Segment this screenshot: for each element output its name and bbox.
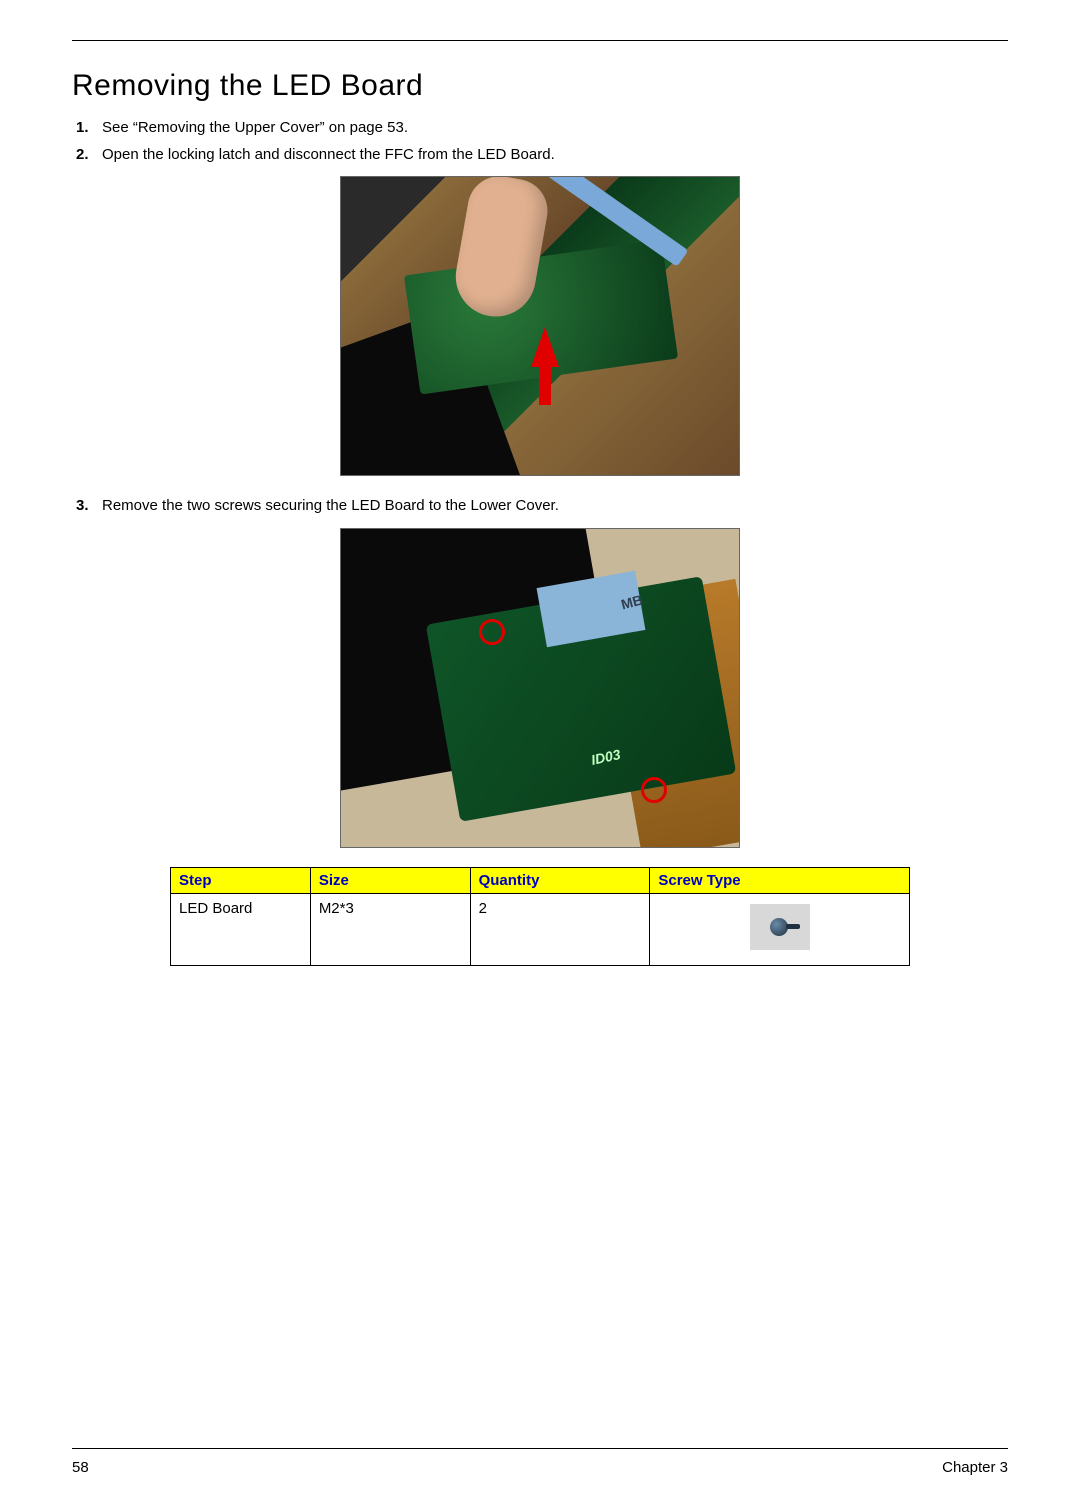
step-1-text: See “Removing the Upper Cover” on page 5… — [102, 119, 408, 136]
page-number: 58 — [72, 1459, 89, 1476]
fig2-screw-circle-2 — [641, 777, 667, 803]
td-step: LED Board — [171, 893, 311, 965]
chapter-label: Chapter 3 — [942, 1459, 1008, 1476]
figure-1-placeholder — [340, 176, 740, 476]
th-step: Step — [171, 867, 311, 893]
screw-icon — [750, 904, 810, 950]
fig2-screw-circle-1 — [479, 619, 505, 645]
screw-table: Step Size Quantity Screw Type LED Board … — [170, 867, 910, 966]
step-1-number: 1. — [76, 117, 89, 140]
steps-list: 1. See “Removing the Upper Cover” on pag… — [72, 117, 1008, 166]
td-quantity: 2 — [470, 893, 650, 965]
td-size: M2*3 — [310, 893, 470, 965]
step-3: 3. Remove the two screws securing the LE… — [102, 495, 1008, 518]
step-2-text: Open the locking latch and disconnect th… — [102, 146, 555, 163]
section-heading: Removing the LED Board — [72, 69, 1008, 103]
figure-1 — [72, 176, 1008, 481]
th-size: Size — [310, 867, 470, 893]
fig1-red-arrow — [531, 327, 559, 367]
th-quantity: Quantity — [470, 867, 650, 893]
step-1: 1. See “Removing the Upper Cover” on pag… — [102, 117, 1008, 140]
table-header-row: Step Size Quantity Screw Type — [171, 867, 910, 893]
figure-2-placeholder: ID03 MB — [340, 528, 740, 848]
figure-2: ID03 MB — [72, 528, 1008, 853]
page-footer: 58 Chapter 3 — [72, 1448, 1008, 1476]
content-area: Removing the LED Board 1. See “Removing … — [72, 41, 1008, 966]
step-2: 2. Open the locking latch and disconnect… — [102, 144, 1008, 167]
step-2-number: 2. — [76, 144, 89, 167]
step-3-number: 3. — [76, 495, 89, 518]
table-row: LED Board M2*3 2 — [171, 893, 910, 965]
steps-list-cont: 3. Remove the two screws securing the LE… — [72, 495, 1008, 518]
td-screw-type — [650, 893, 910, 965]
step-3-text: Remove the two screws securing the LED B… — [102, 497, 559, 514]
page-frame: Removing the LED Board 1. See “Removing … — [72, 40, 1008, 1472]
th-screw-type: Screw Type — [650, 867, 910, 893]
